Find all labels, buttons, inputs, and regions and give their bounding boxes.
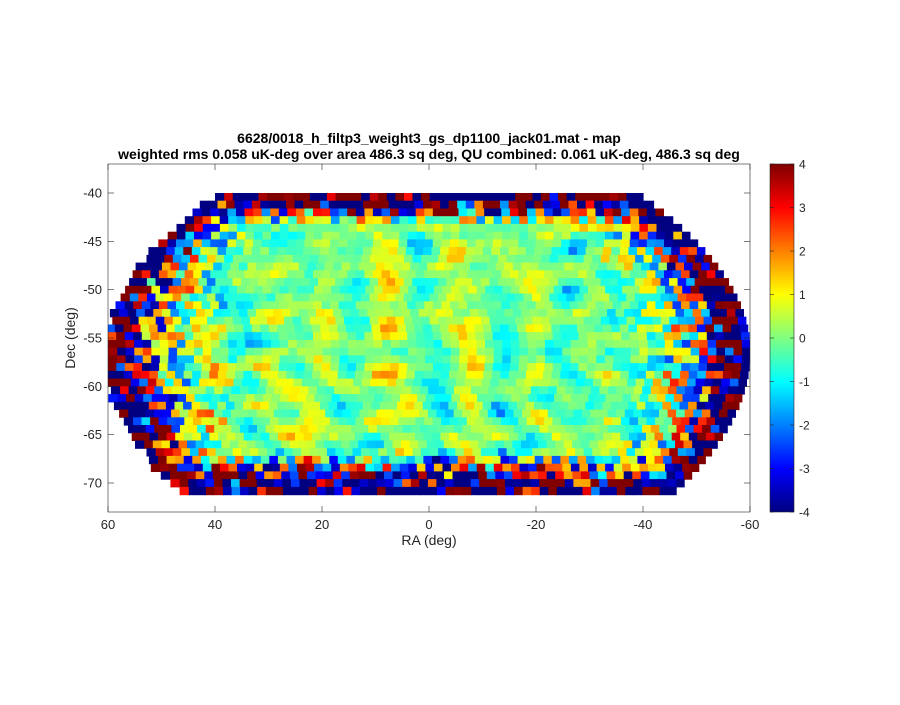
x-tick-label: 40 [208, 517, 222, 532]
chart-subtitle: weighted rms 0.058 uK-deg over area 486.… [118, 146, 740, 162]
x-axis-label: RA (deg) [401, 532, 456, 548]
x-tick-label: -60 [741, 517, 760, 532]
colorbar-ticks: 4 3 2 1 0 -1 -2 -3 -4 [770, 158, 810, 520]
x-tick-label: 20 [315, 517, 329, 532]
y-tick-label: -55 [83, 331, 102, 346]
x-tick-label: 0 [425, 517, 432, 532]
colorbar-tick-label: 3 [799, 201, 806, 215]
y-tick-label: -70 [83, 476, 102, 491]
colorbar-tick-label: 2 [799, 245, 806, 259]
y-tick-label: -60 [83, 379, 102, 394]
x-axis-ticks: 60 40 20 0 -20 -40 -60 [101, 164, 760, 532]
chart-title: 6628/0018_h_filtp3_weight3_gs_dp1100_jac… [237, 130, 621, 146]
y-axis-label: Dec (deg) [62, 307, 78, 368]
colorbar-tick-label: -2 [799, 419, 810, 433]
x-tick-label: 60 [101, 517, 115, 532]
y-tick-label: -40 [83, 186, 102, 201]
colorbar-tick-label: 4 [799, 158, 806, 172]
x-tick-label: -20 [527, 517, 546, 532]
x-tick-label: -40 [634, 517, 653, 532]
colorbar-tick-label: 1 [799, 288, 806, 302]
colorbar-tick-label: -4 [799, 506, 810, 520]
y-axis-ticks: -40 -45 -50 -55 -60 -65 -70 [83, 186, 750, 491]
colorbar-tick-label: -1 [799, 375, 810, 389]
colorbar-tick-label: 0 [799, 332, 806, 346]
title-block: 6628/0018_h_filtp3_weight3_gs_dp1100_jac… [0, 130, 858, 162]
y-tick-label: -65 [83, 427, 102, 442]
colorbar-tick-label: -3 [799, 462, 810, 476]
heatmap [108, 193, 750, 496]
y-tick-label: -45 [83, 234, 102, 249]
y-tick-label: -50 [83, 282, 102, 297]
